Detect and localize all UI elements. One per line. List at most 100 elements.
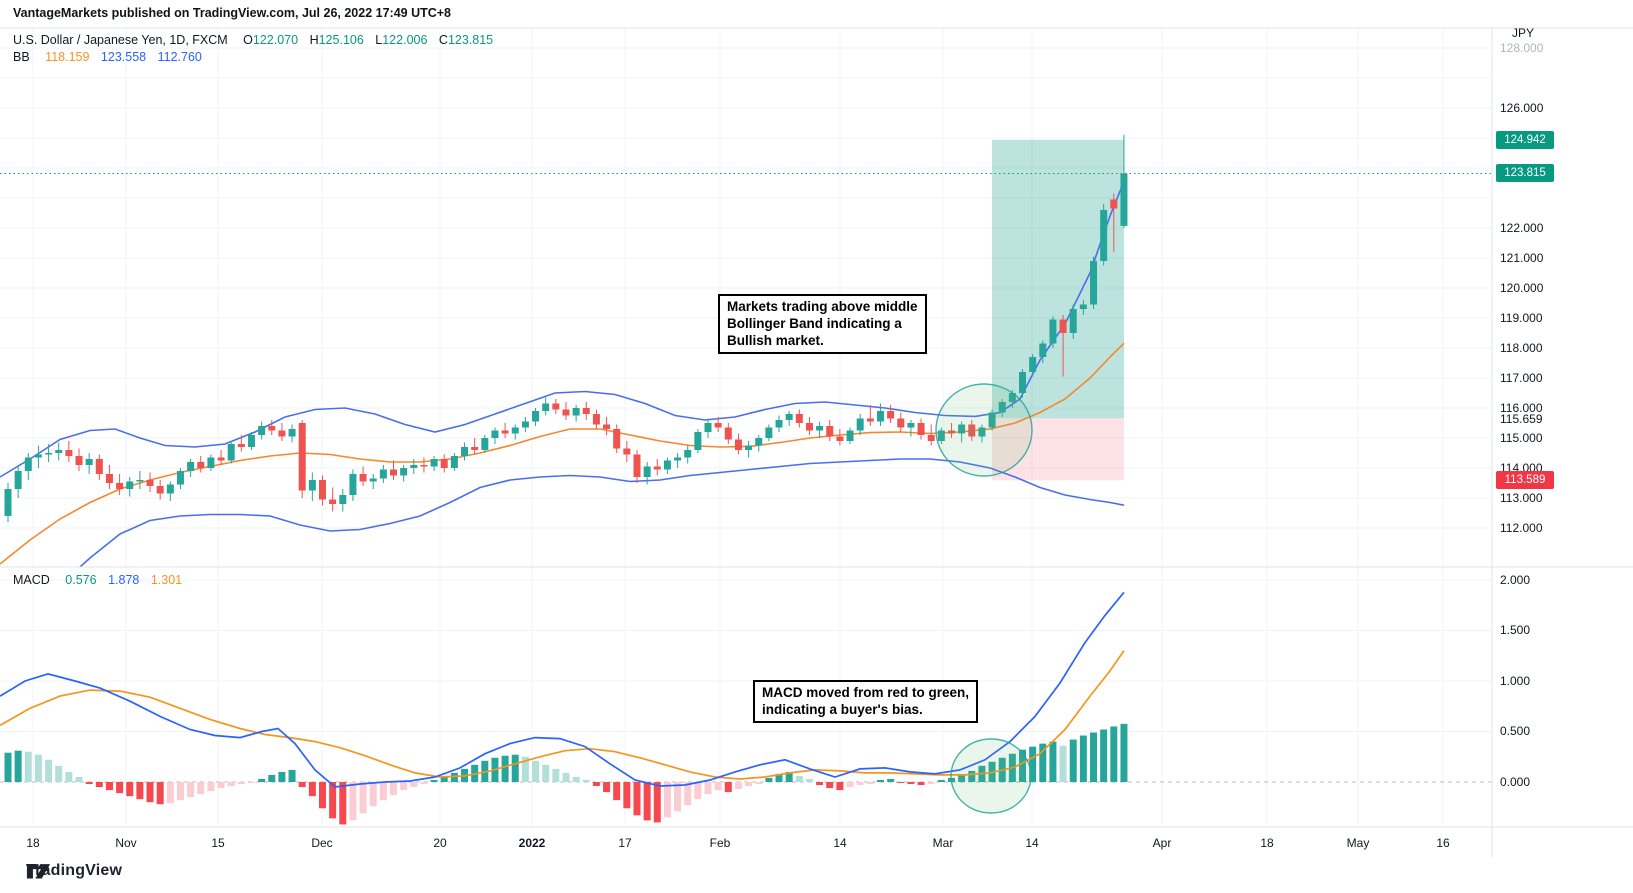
macd-pane[interactable] [0,591,1128,825]
price-axis-label[interactable]: 116.000 [1500,401,1543,415]
candle-up [1120,173,1128,226]
candle-up [1029,357,1037,372]
candle-up [349,474,357,495]
macd-axis-label[interactable]: 0.500 [1500,724,1531,738]
bollinger-legend[interactable]: BB 118.159 123.558 112.760 [13,50,202,64]
macd-histogram-bar [369,782,377,807]
macd-histogram-bar [592,782,600,787]
candle-up [369,478,377,482]
macd-axis-label[interactable]: 2.000 [1500,573,1531,587]
time-axis-label[interactable]: 18 [1260,836,1274,850]
candle-down [65,450,73,456]
candle-up [227,444,235,461]
candle-up [643,466,651,477]
macd-histogram-bar [876,779,884,782]
price-axis-label[interactable]: 113.000 [1500,491,1543,505]
time-axis-label[interactable]: Apr [1152,836,1172,850]
candle-down [734,439,742,450]
macd-histogram-bar [288,769,296,782]
macd-histogram-bar [65,771,73,782]
candle-down [95,459,103,474]
time-axis-label[interactable]: 18 [26,836,40,850]
time-axis-label[interactable]: 15 [211,836,225,850]
macd-histogram-bar [4,752,12,782]
annotation-bollinger-note[interactable]: Markets trading above middle Bollinger B… [718,294,927,354]
time-axis-label[interactable]: May [1346,836,1370,850]
macd-histogram-bar [674,782,682,812]
candle-down [866,418,874,422]
price-axis-label[interactable]: 115.000 [1500,431,1543,445]
candle-up [207,457,215,468]
candle-up [4,489,12,516]
time-axis-label[interactable]: Dec [311,836,333,850]
price-axis-label[interactable]: 115.659 [1500,412,1545,426]
macd-histogram-bar [1029,746,1037,782]
time-axis-label[interactable]: 2022 [518,836,546,850]
macd-histogram-bar [562,772,570,782]
tradingview-logo-icon [26,864,51,879]
macd-histogram-bar [1120,723,1128,782]
candle-up [379,469,387,479]
macd-histogram-bar [1049,741,1057,782]
macd-histogram-bar [775,773,783,782]
macd-histogram-bar [552,768,560,782]
profit-zone[interactable] [992,139,1124,419]
candle-up [785,414,793,420]
candle-up [187,462,195,471]
price-axis-label[interactable]: 117.000 [1500,371,1543,385]
price-axis-label[interactable]: 120.000 [1500,281,1544,295]
candle-down [390,469,398,476]
bb-label: BB [13,50,30,64]
macd-histogram-bar [34,754,42,782]
price-axis-label[interactable]: 122.000 [1500,221,1544,235]
low-value: 122.006 [382,33,428,47]
macd-histogram-bar [105,782,113,791]
macd-axis-label[interactable]: 1.000 [1500,674,1531,688]
bb-lower-band [78,458,1125,567]
breakout-highlight[interactable] [935,383,1033,477]
stop-zone[interactable] [992,418,1124,481]
candle-up [85,459,93,465]
time-axis-label[interactable]: 20 [433,836,447,850]
candle-up [14,471,22,489]
candle-down [1059,319,1067,333]
annotation-macd-note[interactable]: MACD moved from red to green, indicating… [753,680,979,723]
candle-up [34,454,42,458]
candle-up [532,411,540,422]
price-axis-label[interactable]: 119.000 [1500,311,1543,325]
price-axis-label[interactable]: 121.000 [1500,251,1544,265]
price-axis-label[interactable]: 112.000 [1500,521,1543,535]
macd-legend[interactable]: MACD 0.576 1.878 1.301 [13,573,182,587]
price-pane[interactable] [0,134,1492,651]
candle-down [826,426,834,437]
candle-up [461,447,469,456]
symbol-legend[interactable]: U.S. Dollar / Japanese Yen, 1D, FXCM O12… [13,33,493,47]
time-axis-label[interactable]: 16 [1436,836,1450,850]
macd-main-line [0,591,1125,788]
macd-histogram-bar [227,782,235,787]
macd-axis-label[interactable]: 0.000 [1500,775,1531,789]
price-axis-label[interactable]: 126.000 [1500,101,1544,115]
tradingview-logo[interactable]: TradingView [26,862,122,880]
macd-cross-highlight[interactable] [950,738,1032,814]
candle-down [146,480,154,486]
time-axis-label[interactable]: 14 [1025,836,1039,850]
macd-histogram-bar [440,776,448,782]
macd-histogram-bar [237,782,245,785]
candle-up [745,445,753,450]
time-axis-label[interactable]: Mar [932,836,954,850]
candle-up [704,423,712,432]
time-axis-label[interactable]: Nov [115,836,137,850]
macd-histogram-bar [694,782,702,800]
time-axis-label[interactable]: 17 [618,836,632,850]
price-axis-label[interactable]: 118.000 [1500,341,1543,355]
time-axis-label[interactable]: Feb [709,836,731,850]
annotation-line: MACD moved from red to green, [762,685,970,700]
macd-histogram-bar [24,751,32,782]
candle-down [623,448,631,455]
macd-histogram-bar [653,782,661,823]
time-axis-label[interactable]: 14 [833,836,847,850]
macd-axis-label[interactable]: 1.500 [1500,623,1531,637]
price-axis-label[interactable]: 128.000 [1500,41,1544,55]
